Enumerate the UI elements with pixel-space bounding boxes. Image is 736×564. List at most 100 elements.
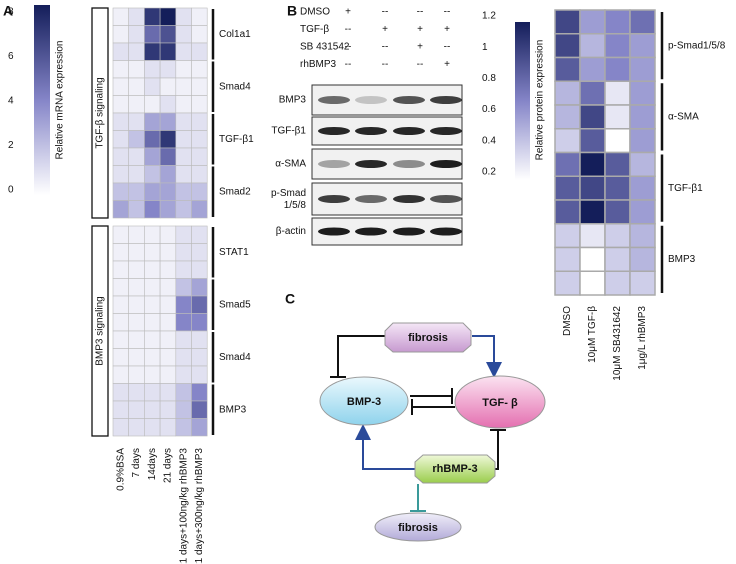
heat-cell xyxy=(159,295,177,314)
heat-cell xyxy=(629,104,656,130)
heat-cell xyxy=(159,147,177,166)
heat-cell xyxy=(128,243,145,262)
heat-cell xyxy=(629,175,656,201)
heat-cell xyxy=(112,260,129,279)
heat-cell xyxy=(191,225,208,244)
heat-cell xyxy=(144,147,161,166)
heat-cell xyxy=(629,56,656,82)
condition-mark: + xyxy=(417,24,423,35)
band xyxy=(430,96,462,104)
heat-cell xyxy=(191,112,208,131)
condition-mark: -- xyxy=(382,59,389,70)
heat-cell xyxy=(159,418,177,437)
band xyxy=(355,195,387,203)
heat-cell xyxy=(554,9,581,35)
group-box xyxy=(91,7,109,219)
heat-cell xyxy=(128,348,145,367)
heat-cell xyxy=(629,128,656,154)
heat-cell xyxy=(112,400,129,419)
heat-cell xyxy=(144,95,161,114)
heat-cell xyxy=(629,223,656,249)
gene-label: Col1a1 xyxy=(219,29,251,40)
heat-cell xyxy=(191,77,208,96)
band xyxy=(393,195,425,203)
heat-cell xyxy=(128,260,145,279)
heat-cell xyxy=(604,199,631,225)
heat-cell xyxy=(579,128,606,154)
column-label: 10μM SB431642 xyxy=(612,306,623,381)
heat-cell xyxy=(159,25,177,44)
heat-cell xyxy=(128,225,145,244)
node xyxy=(384,322,472,353)
colorbar-tick-label: 2 xyxy=(8,140,14,151)
heat-cell xyxy=(144,295,161,314)
band xyxy=(393,160,425,168)
heat-cell xyxy=(191,7,208,26)
heat-cell xyxy=(128,295,145,314)
heat-cell xyxy=(159,260,177,279)
heat-cell xyxy=(175,243,192,262)
heat-cell xyxy=(144,112,161,131)
diagram: fibrosis BMP-3 TGF- β rhBMP-3 fibrosis xyxy=(319,322,546,542)
condition-mark: -- xyxy=(417,59,424,70)
heat-cell xyxy=(191,165,208,184)
activate-arrow xyxy=(472,335,502,378)
heat-cell xyxy=(629,80,656,106)
heat-cell xyxy=(191,260,208,279)
condition-mark: + xyxy=(382,24,388,35)
heat-cell xyxy=(175,95,192,114)
band xyxy=(430,195,462,203)
heat-cell xyxy=(128,313,145,332)
heat-cell xyxy=(112,348,129,367)
heat-cell xyxy=(175,25,192,44)
heat-cell xyxy=(144,25,161,44)
panel-label: B xyxy=(287,3,297,19)
condition-mark: + xyxy=(345,7,351,18)
band xyxy=(355,160,387,168)
heat-cell xyxy=(175,400,192,419)
heat-cell xyxy=(159,278,177,297)
heat-cell xyxy=(191,25,208,44)
heat-cell xyxy=(159,95,177,114)
group-label: TGF-β signaling xyxy=(95,77,106,148)
heat-cell xyxy=(112,77,129,96)
heat-cell xyxy=(128,330,145,349)
heat-cell xyxy=(191,400,208,419)
heat-cell xyxy=(175,60,192,79)
heat-cell xyxy=(579,9,606,35)
heat-cell xyxy=(112,330,129,349)
band xyxy=(430,227,462,236)
heat-cell xyxy=(128,147,145,166)
heat-cell xyxy=(128,165,145,184)
gene-label: Smad2 xyxy=(219,186,251,197)
heat-cell xyxy=(144,278,161,297)
band xyxy=(430,160,462,168)
colorbar-tick-label: 6 xyxy=(8,51,14,62)
protein-label: BMP3 xyxy=(668,254,696,265)
panel-label: A xyxy=(3,3,13,19)
heat-cell xyxy=(191,130,208,149)
heat-cell xyxy=(144,418,161,437)
heat-cell xyxy=(191,418,208,437)
heat-cell xyxy=(604,104,631,130)
heat-cell xyxy=(112,278,129,297)
heat-cell xyxy=(144,7,161,26)
heat-cell xyxy=(112,200,129,219)
band xyxy=(393,96,425,104)
heat-cell xyxy=(175,182,192,201)
blot-label: β-actin xyxy=(276,226,306,237)
heat-cell xyxy=(554,223,581,249)
heat-cell xyxy=(128,95,145,114)
protein-label: p-Smad1/5/8 xyxy=(668,40,726,51)
column-label: 1μg/L rhBMP3 xyxy=(637,306,648,370)
heat-cell xyxy=(112,112,129,131)
heat-cell xyxy=(554,104,581,130)
heat-cell xyxy=(144,243,161,262)
heat-cell xyxy=(128,60,145,79)
heat-cell xyxy=(191,182,208,201)
heat-cell xyxy=(629,33,656,59)
condition-mark: -- xyxy=(345,42,352,53)
condition-label: TGF-β xyxy=(300,24,329,35)
heat-cell xyxy=(629,246,656,272)
band xyxy=(393,127,425,135)
